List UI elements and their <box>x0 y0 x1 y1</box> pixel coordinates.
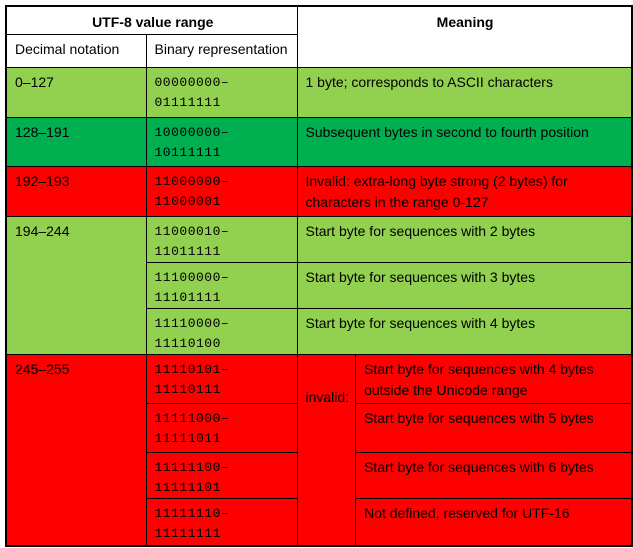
header-binary-representation: Binary representation <box>145 33 298 68</box>
table-row: 11111000– 11111011 Start byte for sequen… <box>6 402 633 453</box>
meaning-cell: Subsequent bytes in second to fourth pos… <box>296 116 633 167</box>
invalid-label-cell: invalid: <box>296 353 357 547</box>
decimal-cell: 0–127 <box>5 66 147 118</box>
table-row: 194–244 11000010– 11011111 Start byte fo… <box>5 215 633 355</box>
meaning-cell: Start byte for sequences with 3 bytes <box>296 261 633 309</box>
decimal-cell: 192–193 <box>5 165 147 217</box>
table-row: 245–255 11110101– 11110111 invalid: Star… <box>5 353 633 547</box>
meaning-cell: Start byte for sequences with 5 bytes <box>355 402 633 453</box>
meaning-cell: Start byte for sequences with 4 bytes <box>296 307 633 355</box>
meaning-cell: Not defined, reserved for UTF-16 <box>355 497 633 547</box>
binary-cell: 11111100– 11111101 <box>145 451 298 499</box>
meaning-cell: Start byte for sequences with 4 bytes ou… <box>355 353 633 404</box>
decimal-cell: 245–255 <box>5 353 147 547</box>
header-decimal-notation: Decimal notation <box>5 33 147 68</box>
header-row-group: UTF-8 value range Meaning <box>5 5 633 68</box>
binary-cell: 11110000– 11110100 <box>145 307 298 355</box>
binary-cell: 11100000– 11101111 <box>145 261 298 309</box>
table-row: 11100000– 11101111 Start byte for sequen… <box>6 261 633 309</box>
decimal-cell: 128–191 <box>5 116 147 167</box>
meaning-cell: Invalid: extra-long byte strong (2 bytes… <box>296 165 633 217</box>
table-row: 11111110– 11111111 Not defined, reserved… <box>6 497 633 547</box>
table-row: 0–127 00000000– 01111111 1 byte; corresp… <box>5 66 633 118</box>
utf8-value-range-table: UTF-8 value range Meaning Decimal notati… <box>5 5 633 547</box>
table-row: 128–191 10000000– 10111111 Subsequent by… <box>5 116 633 167</box>
binary-cell: 00000000– 01111111 <box>145 66 298 118</box>
binary-cell: 11000010– 11011111 <box>145 215 298 263</box>
binary-cell: 10000000– 10111111 <box>145 116 298 167</box>
table-row: 192–193 11000000– 11000001 Invalid: extr… <box>5 165 633 217</box>
binary-cell: 11111110– 11111111 <box>145 497 298 547</box>
header-meaning: Meaning <box>296 5 633 68</box>
meaning-cell: Start byte for sequences with 6 bytes <box>355 451 633 499</box>
table-row: 11110000– 11110100 Start byte for sequen… <box>6 307 633 355</box>
meaning-cell: Start byte for sequences with 2 bytes <box>296 215 633 263</box>
header-utf8-value-range: UTF-8 value range <box>5 5 298 35</box>
meaning-cell: 1 byte; corresponds to ASCII characters <box>296 66 633 118</box>
binary-cell: 11110101– 11110111 <box>145 353 298 404</box>
table-row: 11111100– 11111101 Start byte for sequen… <box>6 451 633 499</box>
binary-cell: 11111000– 11111011 <box>145 402 298 453</box>
binary-cell: 11000000– 11000001 <box>145 165 298 217</box>
header-row-sub: Decimal notation Binary representation <box>5 33 632 68</box>
decimal-cell: 194–244 <box>5 215 147 355</box>
